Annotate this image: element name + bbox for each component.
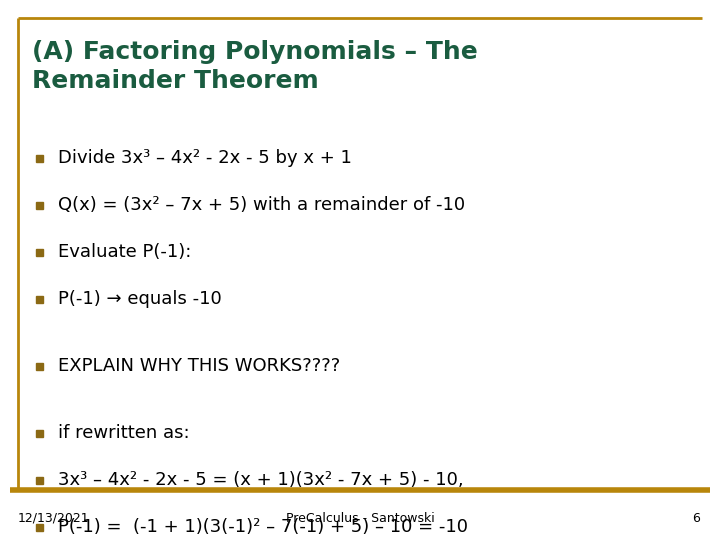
Bar <box>36 523 43 530</box>
Text: (A) Factoring Polynomials – The
Remainder Theorem: (A) Factoring Polynomials – The Remainde… <box>32 40 478 93</box>
Bar <box>36 201 43 208</box>
Bar <box>36 295 43 302</box>
Bar <box>36 154 43 161</box>
Text: Evaluate P(-1):: Evaluate P(-1): <box>58 243 192 261</box>
Text: 6: 6 <box>692 511 700 524</box>
Bar <box>36 362 43 369</box>
Text: PreCalculus - Santowski: PreCalculus - Santowski <box>286 511 434 524</box>
Text: EXPLAIN WHY THIS WORKS????: EXPLAIN WHY THIS WORKS???? <box>58 357 341 375</box>
Bar <box>36 248 43 255</box>
Bar <box>36 429 43 436</box>
Bar <box>36 476 43 483</box>
Text: P(-1) → equals -10: P(-1) → equals -10 <box>58 290 222 308</box>
Text: 12/13/2021: 12/13/2021 <box>18 511 89 524</box>
Text: if rewritten as:: if rewritten as: <box>58 424 189 442</box>
Text: 3x³ – 4x² - 2x - 5 = (x + 1)(3x² - 7x + 5) - 10,: 3x³ – 4x² - 2x - 5 = (x + 1)(3x² - 7x + … <box>58 471 464 489</box>
Text: Q(x) = (3x² – 7x + 5) with a remainder of -10: Q(x) = (3x² – 7x + 5) with a remainder o… <box>58 196 465 214</box>
Text: P(-1) =  (-1 + 1)(3(-1)² – 7(-1) + 5) – 10 = -10: P(-1) = (-1 + 1)(3(-1)² – 7(-1) + 5) – 1… <box>58 518 468 536</box>
Text: Divide 3x³ – 4x² - 2x - 5 by x + 1: Divide 3x³ – 4x² - 2x - 5 by x + 1 <box>58 149 352 167</box>
